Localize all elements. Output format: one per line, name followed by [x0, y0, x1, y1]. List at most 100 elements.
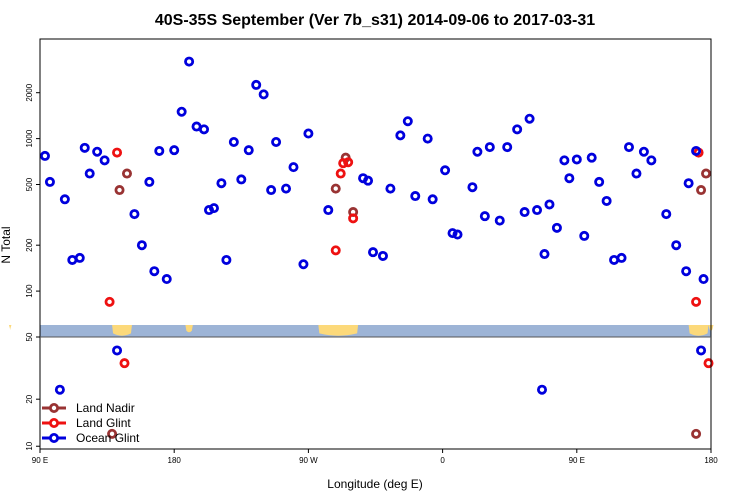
y-tick-label: 1000: [25, 129, 34, 147]
data-point: [691, 428, 702, 439]
data-point: [701, 168, 712, 179]
x-tick-label: 90 E: [569, 456, 585, 465]
land-shape: [112, 325, 132, 336]
data-point: [551, 222, 562, 233]
chart-title: 40S-35S September (Ver 7b_s31) 2014-09-0…: [155, 12, 595, 29]
data-point: [524, 113, 535, 124]
data-point: [176, 106, 187, 117]
data-point: [59, 194, 70, 205]
legend-label: Land Glint: [76, 416, 131, 430]
data-point: [74, 252, 85, 263]
data-point: [502, 142, 513, 153]
data-point: [484, 142, 495, 153]
data-point: [119, 358, 130, 369]
y-tick-label: 50: [25, 332, 34, 341]
y-tick-label: 100: [25, 284, 34, 298]
data-point: [368, 247, 379, 258]
x-tick-label: 180: [168, 456, 182, 465]
data-point: [512, 124, 523, 135]
data-point: [594, 176, 605, 187]
data-point: [385, 183, 396, 194]
data-point: [638, 146, 649, 157]
legend-label: Land Nadir: [76, 401, 135, 415]
data-point: [335, 168, 346, 179]
x-tick-label: 180: [704, 456, 718, 465]
land-shape: [318, 325, 359, 336]
data-point: [79, 142, 90, 153]
data-point: [683, 178, 694, 189]
data-point: [559, 155, 570, 166]
data-point: [623, 142, 634, 153]
data-point: [216, 178, 227, 189]
y-tick-label: 2000: [25, 83, 34, 101]
data-point: [221, 254, 232, 265]
land-shape: [8, 325, 12, 330]
series-land-nadir: [107, 152, 712, 439]
data-point: [427, 194, 438, 205]
data-point: [243, 145, 254, 156]
y-tick-label: 200: [25, 238, 34, 252]
series-land-glint: [104, 147, 714, 369]
data-point: [646, 155, 657, 166]
y-tick-label: 10: [25, 441, 34, 450]
y-tick-label: 500: [25, 177, 34, 191]
data-point: [84, 168, 95, 179]
data-point: [440, 165, 451, 176]
data-point: [671, 240, 682, 251]
data-point: [586, 152, 597, 163]
ocean-band: [40, 325, 711, 337]
data-point: [579, 230, 590, 241]
data-point: [228, 137, 239, 148]
data-point: [129, 209, 140, 220]
data-point: [539, 249, 550, 260]
data-point: [39, 150, 50, 161]
plot-frame: [39, 38, 712, 450]
data-point: [92, 146, 103, 157]
land-shape: [688, 325, 709, 336]
tick-marks: 90 E 180 90 W 0 90 E 180 50 100 200 500 1000 2000 10…: [25, 83, 718, 465]
data-point: [377, 250, 388, 261]
legend-marker: [49, 402, 60, 413]
data-point: [410, 191, 421, 202]
data-point: [348, 213, 359, 224]
data-point: [154, 145, 165, 156]
data-point: [99, 155, 110, 166]
data-point: [169, 145, 180, 156]
data-point: [519, 207, 530, 218]
x-tick-label: 90 E: [32, 456, 48, 465]
data-point: [271, 137, 282, 148]
data-point: [121, 168, 132, 179]
data-point: [363, 175, 374, 186]
data-point: [571, 154, 582, 165]
data-point: [696, 345, 707, 356]
data-point: [447, 228, 458, 239]
data-point: [343, 157, 354, 168]
data-point: [258, 89, 269, 100]
data-point: [395, 130, 406, 141]
data-point: [281, 183, 292, 194]
data-point: [184, 56, 195, 67]
data-point: [266, 185, 277, 196]
data-point: [422, 133, 433, 144]
data-point: [288, 162, 299, 173]
y-axis-label: N Total: [0, 226, 13, 263]
data-point: [696, 185, 707, 196]
data-point: [112, 345, 123, 356]
data-point: [54, 384, 65, 395]
data-point: [149, 266, 160, 277]
data-point: [544, 199, 555, 210]
x-axis-label: Longitude (deg E): [327, 477, 422, 491]
data-point: [479, 211, 490, 222]
y-tick-label: 20: [25, 394, 34, 403]
data-point: [323, 205, 334, 216]
series-ocean-glint: [39, 56, 709, 395]
data-point: [467, 182, 478, 193]
data-point: [616, 252, 627, 263]
data-point: [661, 209, 672, 220]
map-strip: [8, 325, 714, 337]
land-shape: [185, 325, 193, 333]
data-point: [330, 245, 341, 256]
data-points: [39, 56, 714, 439]
